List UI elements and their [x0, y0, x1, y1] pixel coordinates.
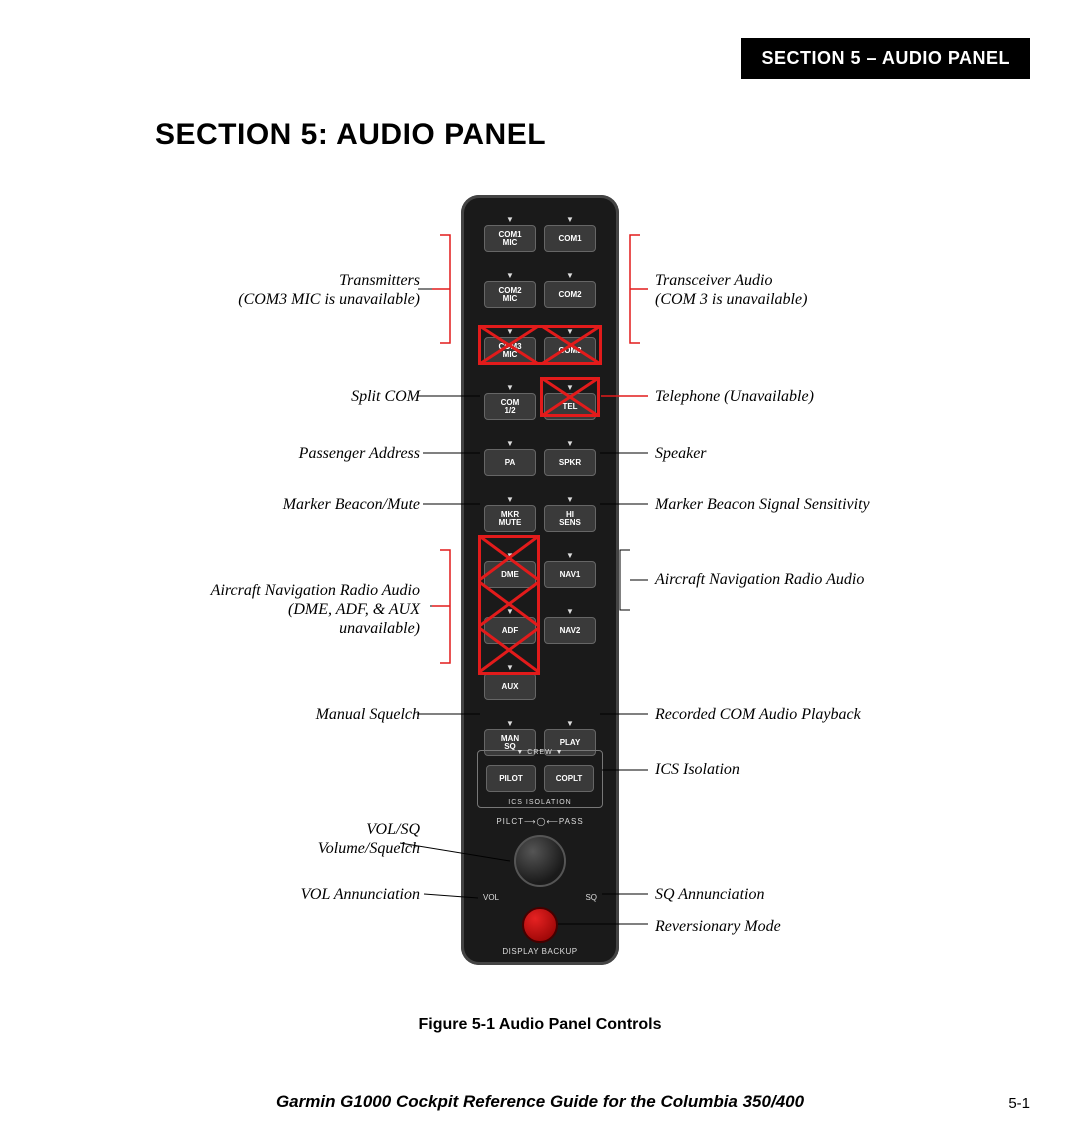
- callout-line: Volume/Squelch: [140, 839, 420, 858]
- section-title: SECTION 5: AUDIO PANEL: [155, 118, 546, 152]
- callout-line: Aircraft Navigation Radio Audio: [140, 581, 420, 600]
- callout-line: Marker Beacon/Mute: [140, 495, 420, 514]
- left-callout-2: Passenger Address: [140, 444, 420, 463]
- left-callout-4: Aircraft Navigation Radio Audio(DME, ADF…: [140, 581, 420, 639]
- right-callout-5: Recorded COM Audio Playback: [655, 705, 975, 724]
- callout-line: Marker Beacon Signal Sensitivity: [655, 495, 975, 514]
- left-callout-0: Transmitters(COM3 MIC is unavailable): [140, 271, 420, 309]
- callout-line: VOL/SQ: [140, 820, 420, 839]
- left-callout-6: VOL/SQVolume/Squelch: [140, 820, 420, 858]
- right-callout-4: Aircraft Navigation Radio Audio: [655, 570, 975, 589]
- callout-line: Reversionary Mode: [655, 917, 975, 936]
- left-callout-7: VOL Annunciation: [140, 885, 420, 904]
- left-callout-3: Marker Beacon/Mute: [140, 495, 420, 514]
- callout-line: Manual Squelch: [140, 705, 420, 724]
- page-number: 5-1: [1008, 1095, 1030, 1112]
- callout-line: Aircraft Navigation Radio Audio: [655, 570, 975, 589]
- right-callout-2: Speaker: [655, 444, 975, 463]
- figure-area: ▼COM1MIC▼COM2MIC▼COM3MIC▼COM1/2▼PA▼MKRMU…: [0, 195, 1080, 985]
- right-callout-1: Telephone (Unavailable): [655, 387, 975, 406]
- left-callout-5: Manual Squelch: [140, 705, 420, 724]
- callout-line: Recorded COM Audio Playback: [655, 705, 975, 724]
- callout-line: ICS Isolation: [655, 760, 975, 779]
- callout-line: Passenger Address: [140, 444, 420, 463]
- callout-line: Telephone (Unavailable): [655, 387, 975, 406]
- callout-line: VOL Annunciation: [140, 885, 420, 904]
- callout-line: Split COM: [140, 387, 420, 406]
- right-callout-3: Marker Beacon Signal Sensitivity: [655, 495, 975, 514]
- callout-line: Speaker: [655, 444, 975, 463]
- callout-line: (COM3 MIC is unavailable): [140, 290, 420, 309]
- figure-caption: Figure 5-1 Audio Panel Controls: [0, 1016, 1080, 1034]
- footer: Garmin G1000 Cockpit Reference Guide for…: [0, 1092, 1080, 1112]
- callout-line: (COM 3 is unavailable): [655, 290, 975, 309]
- callout-line: SQ Annunciation: [655, 885, 975, 904]
- right-callout-8: Reversionary Mode: [655, 917, 975, 936]
- callout-line: unavailable): [140, 619, 420, 638]
- footer-title: Garmin G1000 Cockpit Reference Guide for…: [0, 1092, 1080, 1112]
- callout-line: (DME, ADF, & AUX: [140, 600, 420, 619]
- callout-line: Transmitters: [140, 271, 420, 290]
- right-callout-6: ICS Isolation: [655, 760, 975, 779]
- callout-line: Transceiver Audio: [655, 271, 975, 290]
- left-callout-1: Split COM: [140, 387, 420, 406]
- right-callout-7: SQ Annunciation: [655, 885, 975, 904]
- header-tab: SECTION 5 – AUDIO PANEL: [741, 38, 1030, 79]
- right-callout-0: Transceiver Audio(COM 3 is unavailable): [655, 271, 975, 309]
